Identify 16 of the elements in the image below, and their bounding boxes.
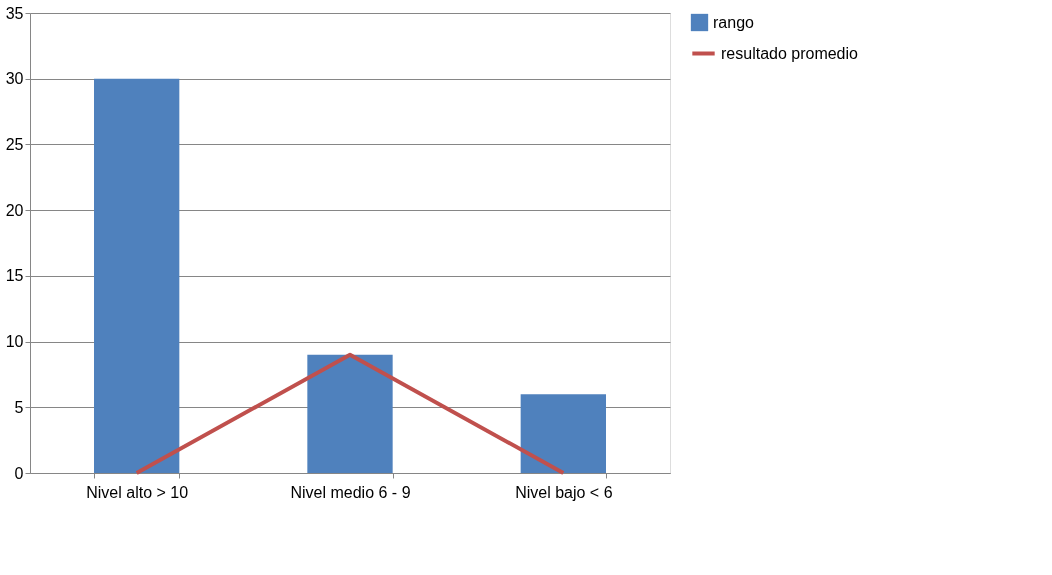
x-tick-label: Nivel alto > 10 — [86, 483, 189, 501]
legend-label: resultado promedio — [721, 44, 859, 62]
y-tick-label: 20 — [5, 201, 24, 219]
legend-label: rango — [713, 13, 755, 31]
x-tick-label: Nivel bajo < 6 — [515, 483, 613, 501]
bar — [307, 354, 393, 473]
y-tick-label: 0 — [14, 464, 24, 482]
y-tick-label: 35 — [5, 4, 24, 22]
bar — [520, 394, 606, 473]
bar — [94, 78, 180, 473]
y-tick-label: 10 — [5, 333, 24, 351]
x-tick-label: Nivel medio 6 - 9 — [290, 483, 411, 501]
y-tick-label: 5 — [14, 398, 24, 416]
y-tick-label: 30 — [5, 70, 24, 88]
y-tick-label: 25 — [5, 135, 24, 153]
y-tick-label: 15 — [5, 267, 24, 285]
